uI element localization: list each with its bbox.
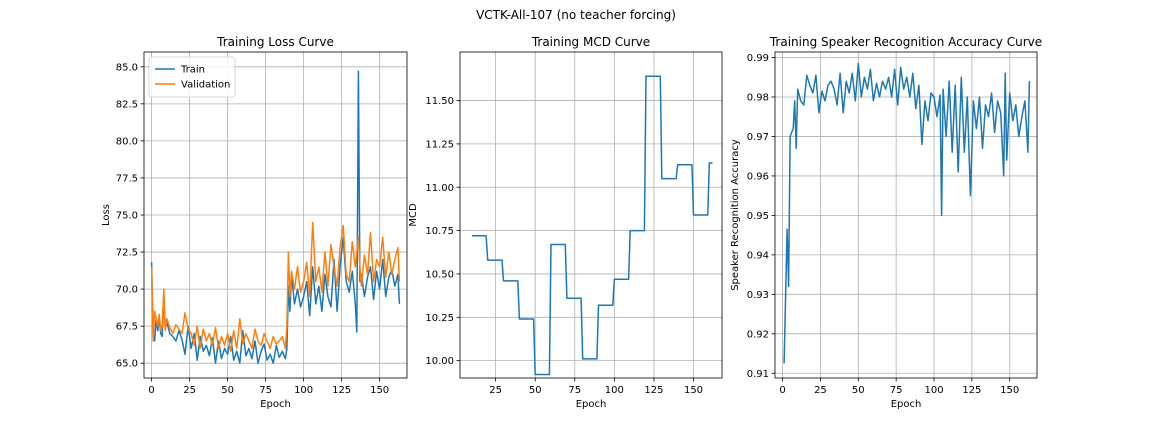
- loss-chart-ylabel: Loss: [101, 204, 112, 226]
- loss-chart-xlabel: Epoch: [260, 399, 291, 410]
- loss-ytick-label: 85.0: [116, 62, 138, 73]
- mcd-xtick-label: 50: [529, 385, 542, 396]
- accuracy-plot-frame: [774, 51, 1038, 379]
- loss-xtick-label: 75: [259, 385, 272, 396]
- loss-ytick-label: 77.5: [116, 173, 138, 184]
- accuracy-series-line-line: [783, 62, 1031, 364]
- accuracy-chart-xlabel: Epoch: [891, 399, 922, 410]
- loss-chart: Training Loss Curve Epoch Loss 0 25 50 75 10…: [101, 35, 408, 410]
- loss-xtick-label: 125: [332, 385, 351, 396]
- loss-legend-label: Train: [180, 65, 205, 76]
- loss-ytick-label: 65.0: [116, 359, 138, 370]
- mcd-xtick-label: 125: [644, 385, 663, 396]
- accuracy-chart-title: Training Speaker Recognition Accuracy Cu…: [769, 35, 1042, 49]
- accuracy-xtick-label: 25: [814, 385, 827, 396]
- accuracy-chart: Training Speaker Recognition Accuracy Cu…: [730, 35, 1042, 410]
- loss-ytick-label: 82.5: [116, 99, 138, 110]
- mcd-xtick-label: 75: [568, 385, 581, 396]
- accuracy-xtick-label: 75: [890, 385, 903, 396]
- loss-xtick-label: 50: [221, 385, 234, 396]
- loss-series-validation-line: [150, 221, 401, 353]
- loss-ytick-label: 72.5: [116, 248, 138, 259]
- loss-xtick-label: 25: [183, 385, 196, 396]
- accuracy-xtick-label: 50: [852, 385, 865, 396]
- loss-series-train-line: [150, 70, 401, 364]
- mcd-plot-frame: [459, 51, 723, 379]
- mcd-xtick-label: 150: [684, 385, 703, 396]
- mcd-chart-ylabel: MCD: [408, 203, 419, 227]
- loss-plot-frame: [143, 51, 408, 379]
- loss-ytick-label: 67.5: [116, 322, 138, 333]
- loss-legend-label: Validation: [181, 80, 230, 91]
- accuracy-xtick-label: 0: [779, 385, 785, 396]
- accuracy-ytick-label: 0.98: [747, 92, 769, 103]
- accuracy-xtick-label: 150: [1000, 385, 1019, 396]
- mcd-chart: Training MCD Curve Epoch MCD 25 50 75 100 12…: [408, 35, 723, 410]
- mcd-series-line-line: [471, 75, 713, 376]
- mcd-ytick-label: 10.50: [425, 269, 454, 280]
- loss-ytick-label: 70.0: [116, 285, 138, 296]
- accuracy-xtick-label: 100: [924, 385, 943, 396]
- mcd-chart-xlabel: Epoch: [576, 399, 607, 410]
- loss-chart-title: Training Loss Curve: [216, 35, 334, 49]
- mcd-ytick-label: 11.25: [425, 139, 454, 150]
- figure-suptitle: VCTK-All-107 (no teacher forcing): [476, 8, 676, 22]
- mcd-ytick-label: 10.00: [425, 356, 454, 367]
- loss-ytick-label: 80.0: [116, 136, 138, 147]
- mcd-xtick-label: 100: [605, 385, 624, 396]
- mcd-ytick-label: 11.00: [425, 183, 454, 194]
- loss-ytick-label: 75.0: [116, 211, 138, 222]
- loss-xtick-label: 100: [294, 385, 313, 396]
- accuracy-ytick-label: 0.91: [747, 369, 769, 380]
- loss-xtick-label: 0: [148, 385, 154, 396]
- loss-legend-box: [148, 56, 236, 98]
- accuracy-chart-ylabel: Speaker Recognition Accuracy: [730, 139, 741, 291]
- mcd-chart-title: Training MCD Curve: [531, 35, 650, 49]
- accuracy-ytick-label: 0.99: [747, 53, 769, 64]
- mcd-ytick-label: 10.25: [425, 313, 454, 324]
- mcd-xtick-label: 25: [489, 385, 502, 396]
- accuracy-ytick-label: 0.97: [747, 132, 769, 143]
- mcd-ytick-label: 11.50: [425, 96, 454, 107]
- accuracy-xtick-label: 125: [962, 385, 981, 396]
- loss-xtick-label: 150: [370, 385, 389, 396]
- accuracy-ytick-label: 0.94: [747, 250, 769, 261]
- mcd-ytick-label: 10.75: [425, 226, 454, 237]
- accuracy-ytick-label: 0.96: [747, 171, 769, 182]
- accuracy-ytick-label: 0.92: [747, 329, 769, 340]
- accuracy-ytick-label: 0.93: [747, 290, 769, 301]
- accuracy-ytick-label: 0.95: [747, 211, 769, 222]
